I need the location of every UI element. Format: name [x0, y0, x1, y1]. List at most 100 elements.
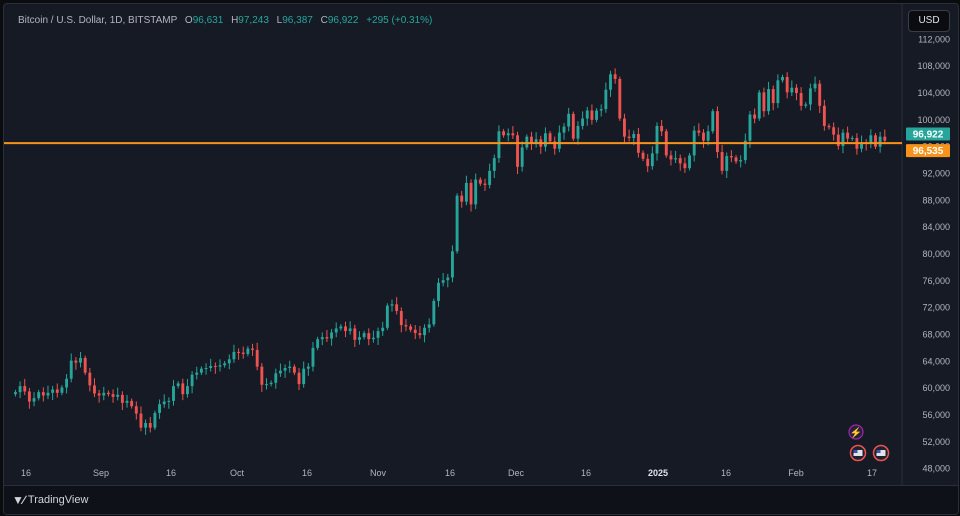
- candle-body: [362, 333, 366, 338]
- candle-body: [581, 118, 585, 126]
- candle-body: [18, 386, 22, 393]
- x-tick-label: 16: [166, 468, 176, 478]
- candle-body: [543, 133, 547, 147]
- candle-body: [808, 88, 812, 105]
- candle-body: [144, 422, 148, 428]
- candle-body: [534, 139, 538, 145]
- candle-body: [186, 386, 189, 395]
- x-tick-label: 2025: [648, 468, 668, 478]
- high-value: 97,243: [238, 15, 269, 26]
- y-tick-label: 52,000: [922, 437, 950, 447]
- candle-body: [762, 92, 766, 112]
- candle-body: [613, 74, 617, 79]
- candle-body: [869, 135, 873, 144]
- x-tick-label: 17: [867, 468, 877, 478]
- candle-body: [125, 400, 129, 403]
- currency-button[interactable]: USD: [908, 10, 950, 32]
- candle-body: [46, 392, 50, 396]
- candle-body: [251, 348, 254, 350]
- y-tick-label: 64,000: [922, 356, 950, 366]
- change-value: +295 (+0.31%): [366, 15, 433, 26]
- candle-body: [753, 114, 757, 119]
- candle-body: [655, 125, 659, 154]
- candle-body: [134, 406, 138, 414]
- bottom-bar: ▼∕ TradingView: [4, 485, 958, 514]
- candle-body: [483, 183, 487, 185]
- tradingview-logo[interactable]: ▼∕ TradingView: [12, 493, 88, 507]
- candle-body: [632, 133, 636, 138]
- candle-body: [367, 333, 371, 340]
- candle-body: [478, 179, 482, 184]
- candle-body: [423, 327, 426, 336]
- price-chart[interactable]: 112,000108,000104,000100,00096,00092,000…: [4, 4, 958, 514]
- y-tick-label: 48,000: [922, 464, 950, 474]
- candle-body: [97, 393, 101, 396]
- candle-body: [641, 152, 645, 159]
- candle-body: [83, 357, 87, 373]
- y-tick-label: 104,000: [917, 88, 950, 98]
- candle-body: [297, 372, 301, 385]
- candle-body: [51, 389, 55, 393]
- candle-body: [469, 182, 473, 205]
- candle-body: [460, 195, 464, 202]
- candle-body: [195, 372, 199, 375]
- candle-body: [399, 311, 403, 326]
- y-tick-label: 80,000: [922, 249, 950, 259]
- candle-body: [311, 347, 315, 367]
- candle-body: [339, 326, 343, 329]
- candle-body: [213, 365, 217, 367]
- candle-body: [41, 392, 45, 396]
- flag-canton-icon: [876, 450, 881, 453]
- candle-body: [37, 392, 41, 399]
- candle-body: [316, 339, 320, 348]
- candle-body: [595, 110, 598, 120]
- candle-body: [265, 384, 268, 386]
- candle-body: [715, 111, 719, 153]
- candle-body: [330, 332, 334, 339]
- candle-body: [172, 386, 175, 401]
- candle-body: [60, 387, 64, 393]
- y-tick-label: 76,000: [922, 276, 950, 286]
- candle-body: [474, 179, 478, 205]
- candle-body: [683, 163, 687, 169]
- candle-body: [153, 412, 157, 428]
- candle-body: [283, 368, 287, 371]
- close-value: 96,922: [327, 15, 359, 26]
- candle-body: [813, 83, 817, 89]
- candle-body: [69, 360, 73, 379]
- candle-body: [711, 111, 715, 132]
- candle-body: [348, 328, 352, 332]
- candle-body: [227, 359, 231, 364]
- candle-body: [446, 277, 450, 281]
- y-tick-label: 88,000: [922, 195, 950, 205]
- candle-body: [464, 182, 468, 202]
- candle-body: [604, 89, 608, 110]
- candle-body: [776, 80, 780, 104]
- flag-icon: [876, 450, 886, 456]
- candle-body: [390, 304, 394, 306]
- last-price-label: 96,922: [913, 130, 944, 141]
- candle-body: [23, 386, 27, 392]
- candle-body: [818, 83, 822, 106]
- candle-body: [167, 400, 171, 402]
- candle-body: [302, 368, 306, 385]
- candle-body: [209, 365, 213, 368]
- candle-body: [767, 89, 771, 112]
- open-label: O: [184, 15, 193, 26]
- candle-body: [874, 135, 877, 147]
- candle-body: [241, 352, 245, 354]
- candle-body: [725, 156, 729, 171]
- y-tick-label: 72,000: [922, 303, 950, 313]
- y-tick-label: 108,000: [917, 61, 950, 71]
- candle-body: [623, 118, 626, 137]
- candle-body: [55, 389, 59, 393]
- candle-body: [441, 280, 445, 283]
- y-tick-label: 60,000: [922, 383, 950, 393]
- candle-body: [451, 251, 454, 278]
- candle-body: [706, 131, 710, 141]
- candle-body: [334, 328, 338, 333]
- candle-body: [418, 333, 422, 336]
- candle-body: [576, 125, 580, 139]
- candle-body: [506, 133, 510, 136]
- x-tick-label: Dec: [508, 468, 525, 478]
